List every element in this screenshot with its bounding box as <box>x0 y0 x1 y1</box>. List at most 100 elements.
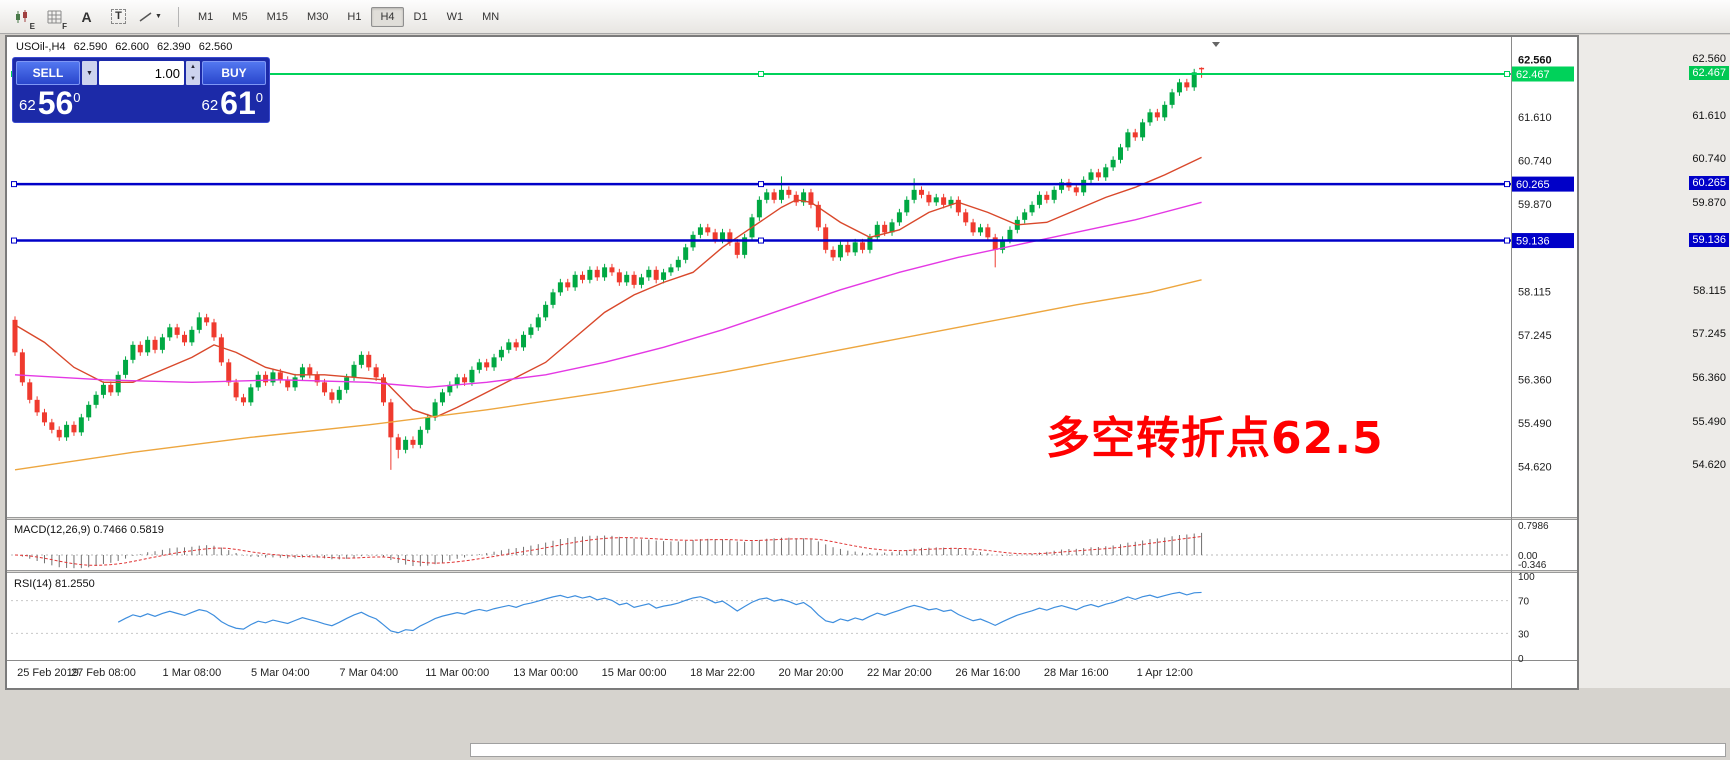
price-scale-label: 54.620 <box>1518 461 1552 473</box>
time-axis-label: 11 Mar 00:00 <box>425 667 489 679</box>
macd-indicator: MACD(12,26,9) 0.7466 0.5819 0.7986 0.00-0.… <box>11 521 1549 571</box>
line-price-box: 59.136 <box>1516 236 1550 248</box>
line-handle[interactable] <box>1504 71 1510 77</box>
time-axis-label: 15 Mar 00:00 <box>602 667 667 679</box>
ask-quote: 62 61 0 <box>201 87 263 119</box>
right-scale-label: 62.467 <box>1689 66 1729 80</box>
right-scale-label: 62.560 <box>1692 53 1726 66</box>
ohlc-high: 62.600 <box>115 41 149 53</box>
rsi-line <box>117 591 1202 634</box>
right-scale-label: 61.610 <box>1692 109 1726 122</box>
candles-glyph <box>15 9 27 23</box>
right-scale-label: 57.245 <box>1692 328 1726 341</box>
bid-main: 56 <box>37 85 74 121</box>
time-axis-label: 20 Mar 20:00 <box>779 667 844 679</box>
horizontal-scrollbar[interactable] <box>470 743 1726 757</box>
price-scale-label: 56.360 <box>1518 374 1552 386</box>
ma-fast-line <box>14 156 1202 419</box>
macd-scale-label: 0.00 <box>1518 551 1538 562</box>
bid-sup: 0 <box>73 90 81 105</box>
right-scale-label: 59.136 <box>1689 232 1729 247</box>
time-axis-label: 1 Apr 12:00 <box>1137 667 1193 679</box>
tf-button-m30[interactable]: M30 <box>306 10 329 23</box>
time-axis-label: 18 Mar 22:00 <box>690 667 755 679</box>
time-axis-label: 5 Mar 04:00 <box>251 667 310 679</box>
rsi-scale-label: 70 <box>1518 597 1530 608</box>
price-scale-label: 55.490 <box>1518 418 1552 430</box>
ask-prefix: 62 <box>201 97 219 114</box>
tf-button-w1[interactable]: W1 <box>446 10 464 23</box>
time-axis-label: 1 Mar 08:00 <box>163 667 222 679</box>
price-scale-label: 57.245 <box>1518 330 1552 342</box>
bid-prefix: 62 <box>19 97 36 114</box>
spin-down-icon[interactable]: ▼ <box>190 76 196 82</box>
ma-mid-line <box>14 201 1202 389</box>
spin-up-icon[interactable]: ▲ <box>190 64 196 70</box>
time-axis-label: 25 Feb 2019 <box>17 667 79 679</box>
time-axis-label: 7 Mar 04:00 <box>339 667 398 679</box>
macd-scale-label: 0.7986 <box>1518 521 1549 532</box>
rsi-scale-label: 0 <box>1518 654 1524 665</box>
volume-stepper[interactable]: ▲ ▼ <box>186 61 200 85</box>
tf-button-m15[interactable]: M15 <box>266 10 288 23</box>
ask-sup: 0 <box>255 90 263 105</box>
tf-button-d1[interactable]: D1 <box>413 10 428 23</box>
line-price-box: 60.265 <box>1516 179 1550 191</box>
text-tool-icon[interactable]: A <box>72 3 101 30</box>
grid-tool-icon[interactable]: F <box>40 3 69 31</box>
macd-signal-line <box>14 535 1202 566</box>
line-handle[interactable] <box>1504 181 1510 188</box>
chevron-down-icon: ▼ <box>155 13 162 20</box>
volume-input[interactable]: 1.00 <box>99 61 184 85</box>
bid-quote: 62 56 0 <box>19 85 81 121</box>
time-axis-label: 26 Mar 16:00 <box>955 667 1020 679</box>
ohlc-open: 62.590 <box>73 41 108 53</box>
line-handle[interactable] <box>1504 237 1510 244</box>
rsi-indicator: RSI(14) 81.2550 100 70 30 0 <box>11 572 1535 665</box>
tf-button-m1[interactable]: M1 <box>198 10 214 23</box>
tf-button-h1[interactable]: H1 <box>347 10 362 23</box>
right-scale-label: 55.490 <box>1692 415 1726 428</box>
last-price-label: 62.560 <box>1518 54 1552 66</box>
rsi-scale-label: 100 <box>1518 572 1535 583</box>
tool-sub-label: F <box>62 22 67 31</box>
ohlc-low: 62.390 <box>157 41 191 53</box>
macd-scale-label: -0.346 <box>1518 560 1547 571</box>
symbol-label: USOil-,H4 <box>16 41 66 53</box>
tf-button-h4[interactable]: H4 <box>371 6 404 27</box>
line-handle[interactable] <box>11 237 17 244</box>
buy-button[interactable]: BUY <box>202 61 266 85</box>
rsi-title: RSI(14) 81.2550 <box>14 578 95 590</box>
line-glyph <box>139 11 152 22</box>
background-chart-strip: 62.560 62.467 61.610 60.740 60.265 59.870 59.1… <box>1578 35 1730 688</box>
macd-title: MACD(12,26,9) 0.7466 0.5819 <box>14 524 164 536</box>
right-scale-label: 60.265 <box>1689 176 1729 191</box>
price-chart-canvas: MACD(12,26,9) 0.7466 0.5819 0.7986 0.00-0.… <box>6 36 1578 689</box>
price-scale-label: 59.870 <box>1518 199 1552 211</box>
line-style-tool-icon[interactable]: ▼ <box>136 3 165 30</box>
right-scale-label: 58.115 <box>1693 284 1726 297</box>
scroll-marker-icon[interactable] <box>1212 42 1220 47</box>
tf-button-mn[interactable]: MN <box>482 10 500 23</box>
tf-button-m5[interactable]: M5 <box>232 10 248 23</box>
volume-dropdown-icon[interactable]: ▼ <box>82 61 97 85</box>
right-scale-label: 59.870 <box>1692 196 1726 209</box>
rsi-scale-label: 30 <box>1518 629 1530 640</box>
line-handle[interactable] <box>11 181 17 188</box>
sell-button[interactable]: SELL <box>16 61 80 85</box>
right-scale-label: 56.360 <box>1692 372 1726 385</box>
ma-slow-line <box>14 279 1202 471</box>
toolbar-separator <box>178 6 179 27</box>
right-scale-label: 60.740 <box>1692 153 1726 166</box>
one-click-trade-panel: SELL ▼ 1.00 ▲ ▼ BUY 62 56 0 62 61 0 <box>12 57 270 123</box>
right-scale-label: 54.620 <box>1692 459 1726 472</box>
symbol-ohlc-header: USOil-,H4 62.590 62.600 62.390 62.560 <box>16 41 237 53</box>
textbox-tool-icon[interactable]: T <box>104 3 133 30</box>
line-handle[interactable] <box>758 237 764 244</box>
grid-glyph <box>47 10 62 23</box>
line-price-box: 62.467 <box>1516 69 1550 81</box>
line-handle[interactable] <box>758 71 764 77</box>
candlestick-tool-icon[interactable]: E <box>8 3 37 31</box>
line-handle[interactable] <box>758 181 764 188</box>
